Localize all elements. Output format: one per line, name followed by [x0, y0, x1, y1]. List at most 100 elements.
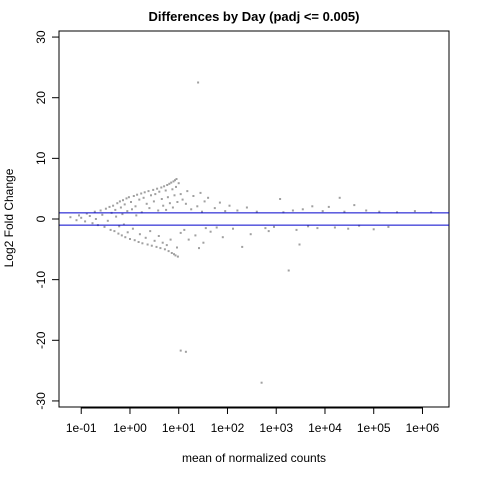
data-point: [175, 185, 177, 188]
data-point: [347, 227, 350, 230]
data-point: [430, 211, 433, 214]
data-point: [173, 253, 175, 256]
data-point: [147, 190, 150, 193]
y-tick-label: 10: [34, 151, 48, 165]
data-point: [396, 211, 398, 214]
data-point: [149, 230, 152, 233]
data-point: [118, 225, 121, 228]
data-point: [199, 191, 202, 194]
data-point: [160, 198, 163, 200]
data-point: [166, 196, 169, 199]
data-point: [236, 209, 239, 212]
data-point: [224, 210, 227, 213]
data-point: [170, 181, 173, 184]
data-point: [112, 204, 115, 207]
data-point: [207, 196, 210, 199]
data-point: [88, 215, 91, 217]
data-point: [179, 193, 182, 196]
data-point: [131, 227, 134, 230]
x-tick-label: 1e+03: [259, 421, 293, 435]
data-point: [158, 190, 161, 193]
data-point: [84, 220, 87, 223]
data-point: [161, 241, 164, 244]
data-point: [138, 198, 141, 201]
data-point: [160, 186, 163, 189]
x-tick-label: 1e+05: [357, 421, 391, 435]
data-point: [353, 204, 356, 207]
data-point: [184, 350, 187, 353]
data-point: [176, 246, 178, 249]
data-point: [69, 216, 72, 219]
data-point: [167, 250, 170, 253]
data-point: [117, 232, 120, 235]
data-point: [204, 227, 207, 230]
data-point: [298, 243, 301, 246]
data-point: [287, 269, 290, 272]
data-point: [316, 227, 319, 230]
data-point: [190, 208, 193, 211]
data-point: [122, 199, 124, 202]
data-point: [343, 210, 346, 213]
data-point: [267, 230, 270, 233]
data-point: [202, 241, 205, 244]
data-point: [358, 224, 361, 227]
data-point: [146, 243, 149, 246]
y-tick-label: -30: [34, 392, 48, 410]
x-tick-label: 1e-01: [66, 421, 97, 435]
data-point: [143, 191, 146, 194]
data-point: [177, 182, 180, 185]
data-point: [124, 236, 127, 239]
data-point: [241, 245, 244, 248]
data-point: [99, 209, 102, 212]
data-point: [118, 200, 121, 203]
data-point: [273, 225, 275, 228]
data-point: [187, 238, 190, 241]
data-point: [104, 207, 107, 210]
data-point: [198, 247, 200, 250]
data-point: [125, 197, 128, 200]
data-point: [140, 192, 143, 195]
data-point: [126, 231, 129, 234]
data-point: [152, 200, 155, 203]
data-point: [213, 207, 216, 210]
data-point: [172, 180, 175, 183]
y-axis: -30 -20 -10 0 10 20 30: [34, 30, 60, 410]
chart-title: Differences by Day (padj <= 0.005): [149, 9, 360, 24]
data-point: [291, 209, 294, 212]
data-point: [136, 193, 139, 196]
data-point: [127, 196, 130, 199]
data-point: [85, 212, 88, 215]
data-point: [114, 208, 117, 211]
data-point: [192, 195, 195, 197]
data-point: [144, 236, 147, 239]
data-point: [163, 185, 166, 188]
data-point: [103, 225, 106, 228]
data-point: [245, 206, 248, 209]
data-point: [155, 245, 158, 248]
data-point: [186, 190, 189, 193]
data-point: [232, 227, 234, 230]
data-point: [137, 241, 140, 243]
data-point: [169, 238, 172, 241]
data-point: [115, 215, 118, 218]
data-point: [157, 209, 160, 212]
data-point: [338, 196, 341, 199]
data-point: [282, 211, 285, 214]
data-point: [387, 225, 390, 228]
data-point: [159, 247, 162, 250]
data-point: [183, 228, 186, 231]
data-point: [164, 189, 167, 192]
data-point: [260, 381, 263, 384]
data-point: [150, 244, 153, 247]
data-point: [176, 201, 179, 203]
data-point: [142, 196, 145, 199]
data-point: [184, 202, 187, 205]
x-axis-label: mean of normalized counts: [182, 451, 326, 465]
data-point: [148, 207, 151, 210]
data-point: [203, 200, 206, 203]
data-point: [327, 205, 330, 208]
data-point: [101, 213, 104, 216]
data-point: [228, 204, 231, 207]
y-tick-label: 30: [34, 30, 48, 44]
